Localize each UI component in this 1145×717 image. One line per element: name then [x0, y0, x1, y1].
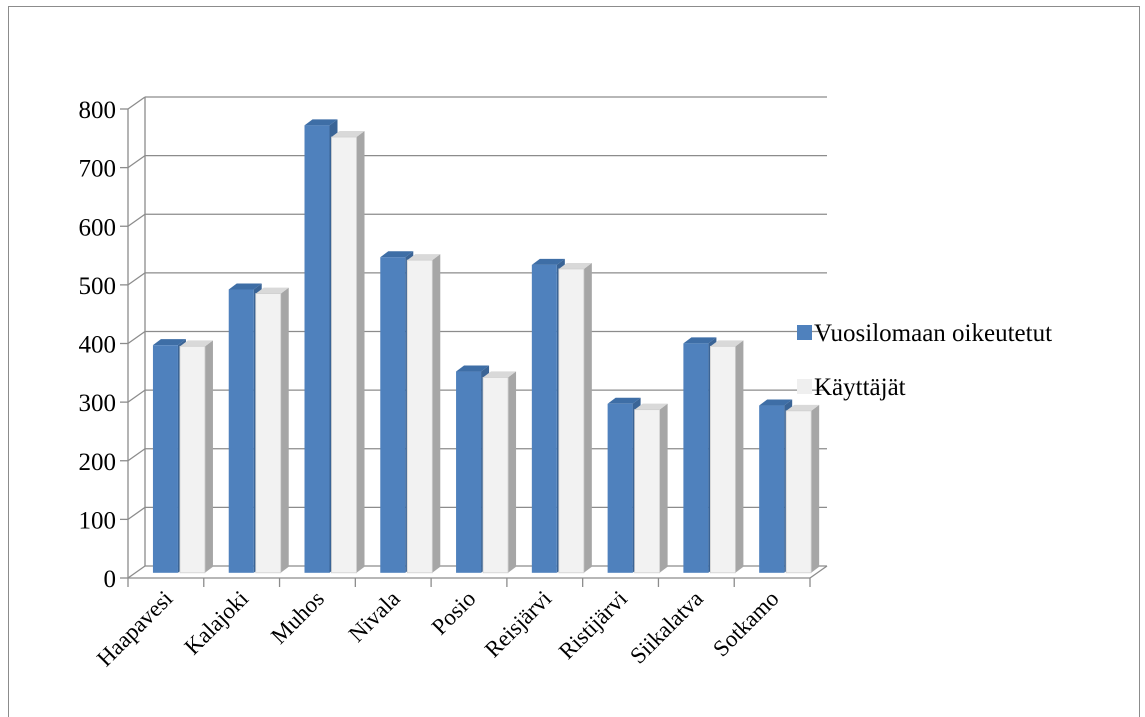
y-tick-label: 200 — [79, 449, 117, 476]
gridline-depth — [127, 565, 146, 579]
bar-top — [380, 251, 414, 258]
bar-kayttajat — [709, 340, 744, 574]
bar-side — [280, 287, 289, 573]
category-label: Ristijärvi — [554, 586, 632, 664]
axes — [120, 97, 828, 587]
category-label: Posio — [427, 586, 481, 640]
bar-front — [558, 268, 585, 574]
y-tick-label: 400 — [79, 332, 117, 359]
bar-front — [331, 136, 357, 574]
bar-front — [634, 409, 661, 574]
bar-top — [710, 340, 744, 347]
category-label: Sotkamo — [708, 586, 784, 662]
bar-side — [356, 131, 365, 573]
gridline-depth — [127, 389, 146, 403]
legend-label: Käyttäjät — [814, 374, 906, 401]
bar-kayttajat — [482, 371, 517, 574]
legend: Vuosilomaan oikeutetut Käyttäjät — [797, 320, 1052, 401]
bar-top — [228, 283, 262, 290]
bar-side — [204, 340, 213, 573]
chart-frame — [8, 6, 1140, 717]
y-tick-label: 700 — [79, 156, 117, 183]
legend-swatch — [797, 325, 812, 340]
gridline-depth — [127, 506, 146, 520]
bar-front — [456, 371, 482, 573]
bar-top — [483, 371, 517, 378]
bar-front — [785, 410, 812, 574]
category-label: Haapavesi — [92, 586, 177, 671]
bar-front — [406, 259, 433, 574]
legend-label: Vuosilomaan oikeutetut — [814, 320, 1052, 347]
category-label: Muhos — [266, 586, 329, 649]
bar-top — [331, 131, 365, 138]
bar-front — [482, 377, 509, 574]
bar-side — [432, 254, 441, 573]
gridline-depth — [127, 330, 146, 345]
y-tick-label: 500 — [79, 273, 117, 300]
gridline-depth — [127, 448, 146, 462]
gridline-depth — [127, 155, 146, 169]
bar-top — [634, 403, 668, 410]
bar-front — [759, 405, 785, 573]
y-tick-labels: 0 100 200 300 400 500 600 700 800 — [79, 97, 117, 593]
bar-top — [683, 337, 717, 344]
bar-kayttajat — [406, 254, 441, 574]
bar-top — [786, 404, 820, 411]
bar-front — [179, 345, 206, 574]
y-tick-label: 0 — [104, 566, 117, 593]
bar-kayttajat — [785, 404, 820, 574]
bar-front — [607, 403, 633, 573]
bar-top — [179, 340, 213, 347]
bar-front — [683, 343, 709, 573]
category-label: Kalajoki — [180, 586, 254, 660]
category-label: Nivala — [344, 586, 405, 647]
category-label: Siikalatva — [625, 586, 708, 669]
bar-top — [558, 262, 592, 269]
bar-top — [456, 365, 490, 372]
bar-side — [659, 403, 668, 573]
y-tick-label: 100 — [79, 507, 117, 534]
bar-kayttajat — [179, 340, 213, 574]
bar-top — [152, 339, 186, 346]
bar-top — [607, 397, 641, 404]
bar-side — [735, 340, 744, 573]
bar-front — [380, 257, 406, 573]
bar-kayttajat — [634, 403, 668, 574]
x-tick-labels: Haapavesi Kalajoki Muhos Nivala Posio Reisjär… — [92, 586, 784, 671]
bar-front — [304, 125, 330, 573]
bar-top — [759, 399, 793, 406]
floor-edge — [809, 565, 828, 579]
bar-top — [407, 254, 441, 261]
bar-kayttajat — [331, 131, 365, 574]
gridline-depth — [127, 96, 146, 110]
y-tick-label: 300 — [79, 390, 117, 417]
y-tick-label: 600 — [79, 214, 117, 241]
bar-front — [531, 264, 557, 573]
bar-top — [304, 119, 338, 126]
bar-front — [255, 293, 282, 574]
bar-front — [152, 345, 178, 573]
bar-side — [811, 404, 820, 573]
category-label: Reisjärvi — [480, 586, 556, 662]
bar-kayttajat — [255, 287, 289, 574]
bar-front — [228, 289, 254, 573]
bar-top — [255, 287, 289, 294]
bar-top — [531, 258, 565, 265]
bar-side — [508, 371, 517, 573]
bar-front — [709, 345, 736, 574]
gridline-depth — [127, 213, 146, 227]
bar-kayttajat — [558, 262, 592, 574]
gridline-depth — [127, 272, 146, 286]
legend-swatch — [797, 379, 812, 394]
bar-side — [583, 262, 592, 573]
bars — [152, 119, 820, 574]
y-tick-label: 800 — [79, 97, 117, 124]
